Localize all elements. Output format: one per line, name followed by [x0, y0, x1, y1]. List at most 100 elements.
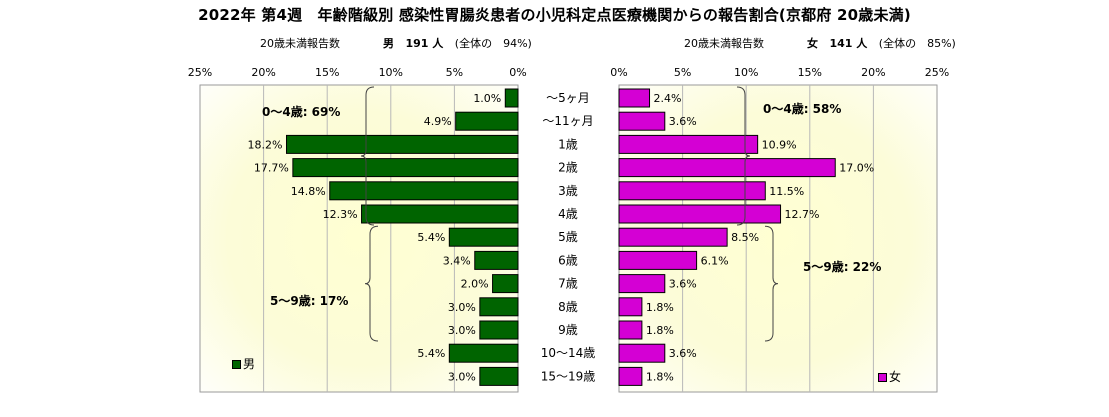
data-label-male: 3.0%: [448, 370, 476, 383]
legend-female: 女: [878, 368, 901, 385]
data-label-female: 8.5%: [731, 231, 759, 244]
bar-male: [285, 134, 519, 154]
category-label: 15～19歳: [541, 369, 596, 383]
category-label: 2歳: [558, 161, 578, 175]
data-label-female: 2.4%: [654, 92, 682, 105]
tick-label: 10%: [734, 66, 758, 79]
data-label-female: 3.6%: [669, 347, 697, 360]
female-subtitle: 20歳未満報告数 女 141 人 (全体の 85%): [684, 35, 956, 51]
bar-female: [618, 134, 759, 154]
group-bracket: [364, 225, 379, 342]
data-label-female: 1.8%: [646, 324, 674, 337]
data-label-female: 11.5%: [769, 185, 804, 198]
bar-male: [479, 297, 519, 317]
bar-female: [618, 111, 666, 131]
bar-female: [618, 366, 643, 386]
bar-male: [479, 320, 519, 340]
bar-male: [479, 366, 519, 386]
bar-female: [618, 250, 698, 270]
category-label: 7歳: [558, 277, 578, 291]
male-subtitle: 20歳未満報告数 男 191 人 (全体の 94%): [260, 35, 532, 51]
bar-female: [618, 320, 643, 340]
bar-male: [292, 158, 519, 178]
group-bracket: [764, 225, 779, 342]
bar-male: [329, 181, 519, 201]
male-subtitle-label: 20歳未満報告数: [260, 37, 340, 50]
category-label: ～5ヶ月: [546, 91, 590, 105]
data-label-male: 3.0%: [448, 301, 476, 314]
legend-female-swatch: [878, 373, 887, 382]
tick-label: 25%: [188, 66, 212, 79]
group-bracket: [360, 86, 375, 226]
tick-label: 15%: [315, 66, 339, 79]
bar-male: [474, 250, 519, 270]
legend-male: 男: [232, 355, 255, 372]
bar-male: [448, 227, 519, 247]
category-label: ～11ヶ月: [542, 114, 593, 128]
data-label-male: 5.4%: [417, 231, 445, 244]
female-subtitle-label: 20歳未満報告数: [684, 37, 764, 50]
category-label: 6歳: [558, 253, 578, 267]
data-label-female: 17.0%: [839, 162, 874, 175]
data-label-female: 1.8%: [646, 370, 674, 383]
tick-label: 10%: [379, 66, 403, 79]
category-label: 9歳: [558, 323, 578, 337]
tick-label: 5%: [674, 66, 691, 79]
bar-female: [618, 274, 666, 294]
bar-male: [455, 111, 519, 131]
annotation-female-5-9: 5～9歳: 22%: [803, 259, 881, 274]
bar-male: [448, 343, 519, 363]
bar-female: [618, 88, 651, 108]
category-label: 1歳: [558, 137, 578, 151]
male-subtitle-sex: 男: [383, 37, 394, 50]
chart-title: 2022年 第4週 年齢階級別 感染性胃腸炎患者の小児科定点医療機関からの報告割…: [198, 6, 911, 24]
data-label-female: 6.1%: [701, 254, 729, 267]
bar-male: [504, 88, 519, 108]
female-subtitle-sex: 女: [807, 37, 818, 50]
data-label-male: 14.8%: [291, 185, 326, 198]
data-label-female: 1.8%: [646, 301, 674, 314]
male-subtitle-share: (全体の 94%): [454, 37, 532, 50]
data-label-male: 12.3%: [323, 208, 358, 221]
category-label: 4歳: [558, 207, 578, 221]
tick-label: 25%: [925, 66, 949, 79]
male-subtitle-count: 191 人: [405, 37, 444, 50]
tick-label: 0%: [610, 66, 627, 79]
bar-female: [618, 227, 728, 247]
data-label-male: 3.4%: [443, 254, 471, 267]
category-label: 5歳: [558, 230, 578, 244]
data-label-female: 10.9%: [762, 138, 797, 151]
data-label-female: 3.6%: [669, 278, 697, 291]
group-bracket: [736, 86, 751, 226]
bar-male: [361, 204, 519, 224]
bar-female: [618, 181, 766, 201]
tick-label: 5%: [446, 66, 463, 79]
legend-male-label: 男: [243, 357, 256, 371]
annotation-male-5-9: 5～9歳: 17%: [270, 293, 348, 308]
bar-female: [618, 343, 666, 363]
bar-female: [618, 204, 782, 224]
category-label: 3歳: [558, 184, 578, 198]
data-label-female: 3.6%: [669, 115, 697, 128]
data-label-male: 2.0%: [461, 278, 489, 291]
data-label-male: 18.2%: [248, 138, 283, 151]
category-label: 8歳: [558, 300, 578, 314]
female-subtitle-count: 141 人: [829, 37, 868, 50]
legend-male-swatch: [232, 360, 241, 369]
tick-label: 20%: [251, 66, 275, 79]
tick-label: 20%: [861, 66, 885, 79]
legend-female-label: 女: [889, 370, 902, 384]
bar-female: [618, 158, 836, 178]
data-label-male: 5.4%: [417, 347, 445, 360]
category-label: 10～14歳: [541, 346, 596, 360]
data-label-male: 4.9%: [424, 115, 452, 128]
tick-label: 0%: [509, 66, 526, 79]
female-subtitle-share: (全体の 85%): [878, 37, 956, 50]
data-label-male: 17.7%: [254, 162, 289, 175]
tick-label: 15%: [798, 66, 822, 79]
bar-male: [492, 274, 519, 294]
bar-female: [618, 297, 643, 317]
data-label-male: 1.0%: [473, 92, 501, 105]
data-label-male: 3.0%: [448, 324, 476, 337]
